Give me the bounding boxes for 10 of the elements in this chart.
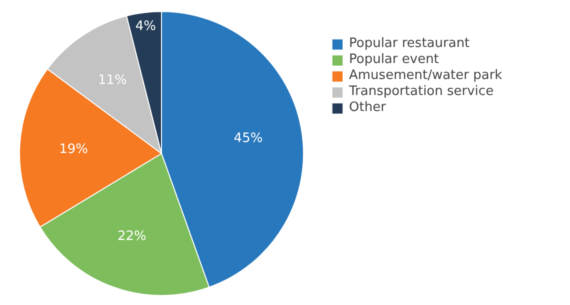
data-label: 22% (118, 228, 146, 244)
data-label: 11% (98, 72, 127, 88)
legend-label: Transportation service (349, 84, 494, 99)
data-label: 4% (135, 19, 156, 34)
legend-label: Popular restaurant (349, 36, 470, 51)
data-label: 19% (59, 142, 88, 157)
legend-label: Other (349, 100, 386, 115)
data-label: 45% (234, 131, 263, 146)
legend-label: Popular event (349, 52, 439, 67)
legend-label: Amusement/water park (349, 68, 502, 83)
